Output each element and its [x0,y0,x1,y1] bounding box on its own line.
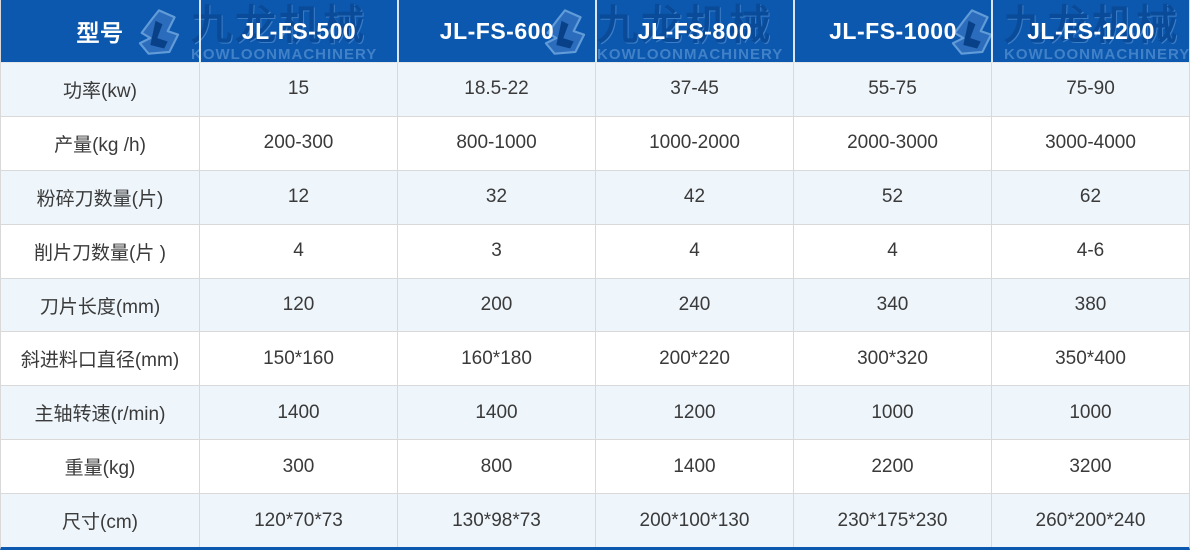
value-cell: 120 [199,278,397,332]
value-cell: 350*400 [991,332,1189,386]
spec-row: 斜进料口直径(mm) 150*160 160*180 200*220 300*3… [1,331,1189,386]
value-cell: 340 [793,278,991,332]
value-cell: 800-1000 [397,116,595,170]
row-label-cell: 重量(kg) [64,458,136,480]
value-cell: 200*220 [595,332,793,386]
value-cell: 42 [595,170,793,224]
value-cell: 2200 [793,440,991,494]
value-cell: 75-90 [991,63,1189,116]
spec-row: 重量(kg) 300 800 1400 2200 3200 [1,439,1189,494]
table-body: 功率(kw) 15 18.5-22 37-45 55-75 75-90 产量(k… [1,62,1189,547]
header-cell-model-500: JL-FS-500 [199,0,397,62]
value-cell: 1200 [595,386,793,440]
value-cell: 52 [793,170,991,224]
spec-row: 尺寸(cm) 120*70*73 130*98*73 200*100*130 2… [1,493,1189,547]
value-cell: 15 [199,63,397,116]
header-cell-model-1200: JL-FS-1200 [991,0,1189,62]
value-cell: 37-45 [595,63,793,116]
value-cell: 1400 [199,386,397,440]
spec-row: 刀片长度(mm) 120 200 240 340 380 [1,277,1189,332]
value-cell: 800 [397,440,595,494]
row-label-cell: 削片刀数量(片 ) [34,242,166,264]
spec-row: 产量(kg /h) 200-300 800-1000 1000-2000 200… [1,115,1189,170]
value-cell: 130*98*73 [397,494,595,547]
spec-row: 功率(kw) 15 18.5-22 37-45 55-75 75-90 [1,62,1189,116]
value-cell: 62 [991,170,1189,224]
value-cell: 3 [397,224,595,278]
value-cell: 3000-4000 [991,116,1189,170]
table-header-row: 九龙机械 KOWLOONMACHINERY 九龙机械 KOWLOONMACHIN… [1,0,1189,62]
value-cell: 1000 [991,386,1189,440]
header-cell-model-1000: JL-FS-1000 [793,0,991,62]
value-cell: 300 [199,440,397,494]
value-cell: 4-6 [991,224,1189,278]
spec-row: 削片刀数量(片 ) 4 3 4 4 4-6 [1,223,1189,278]
header-cell-model-label: 型号 [76,20,124,46]
row-label-cell: 斜进料口直径(mm) [20,350,180,372]
row-label-cell: 功率(kw) [63,80,137,102]
header-cell-model-600: JL-FS-600 [397,0,595,62]
value-cell: 4 [199,224,397,278]
value-cell: 55-75 [793,63,991,116]
value-cell: 200-300 [199,116,397,170]
spec-row: 粉碎刀数量(片) 12 32 42 52 62 [1,169,1189,224]
value-cell: 230*175*230 [793,494,991,547]
row-label-cell: 产量(kg /h) [54,134,146,156]
row-label-cell: 粉碎刀数量(片) [36,188,164,210]
value-cell: 150*160 [199,332,397,386]
value-cell: 4 [595,224,793,278]
value-cell: 380 [991,278,1189,332]
value-cell: 1000-2000 [595,116,793,170]
row-label-cell: 尺寸(cm) [62,512,138,534]
value-cell: 120*70*73 [199,494,397,547]
value-cell: 260*200*240 [991,494,1189,547]
spec-row: 主轴转速(r/min) 1400 1400 1200 1000 1000 [1,385,1189,440]
value-cell: 240 [595,278,793,332]
value-cell: 1400 [595,440,793,494]
row-label-cell: 刀片长度(mm) [39,296,161,318]
value-cell: 200*100*130 [595,494,793,547]
value-cell: 18.5-22 [397,63,595,116]
value-cell: 12 [199,170,397,224]
value-cell: 2000-3000 [793,116,991,170]
header-cell-model-800: JL-FS-800 [595,0,793,62]
value-cell: 1400 [397,386,595,440]
value-cell: 3200 [991,440,1189,494]
value-cell: 4 [793,224,991,278]
value-cell: 1000 [793,386,991,440]
value-cell: 32 [397,170,595,224]
value-cell: 200 [397,278,595,332]
value-cell: 160*180 [397,332,595,386]
row-label-cell: 主轴转速(r/min) [34,404,166,426]
value-cell: 300*320 [793,332,991,386]
